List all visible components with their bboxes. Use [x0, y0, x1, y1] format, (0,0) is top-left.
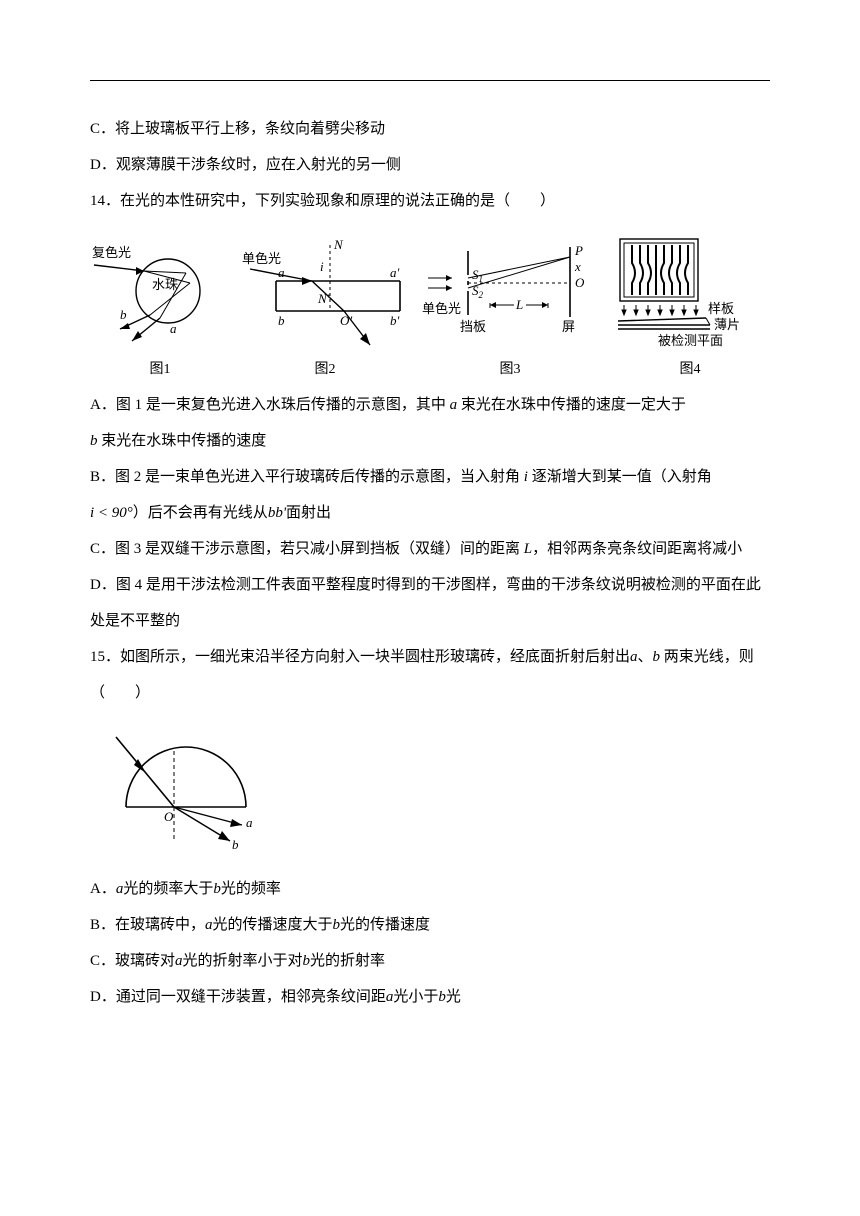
q14-stem: 14．在光的本性研究中，下列实验现象和原理的说法正确的是（ ） [90, 183, 770, 219]
svg-text:被检测平面: 被检测平面 [658, 333, 723, 348]
q15-figure: O a b [106, 721, 770, 851]
q15-stem: 15．如图所示，一细光束沿半径方向射入一块半圆柱形玻璃砖，经底面折射后射出a、b… [90, 639, 770, 711]
svg-text:a: a [246, 815, 253, 830]
svg-text:单色光: 单色光 [422, 301, 461, 316]
q14-option-d: D．图 4 是用干涉法检测工件表面平整程度时得到的干涉图样，弯曲的干涉条纹说明被… [90, 567, 770, 639]
figure-2-caption: 图2 [315, 359, 336, 381]
svg-text:L: L [515, 297, 523, 312]
svg-text:N': N' [317, 291, 330, 306]
svg-text:O': O' [340, 313, 352, 328]
svg-text:a: a [170, 321, 177, 336]
svg-text:b: b [278, 313, 285, 328]
figure-row: 复色光 水珠 a b 图1 单色光 [90, 233, 770, 381]
q15-option-c: C．玻璃砖对a光的折射率小于对b光的折射率 [90, 943, 770, 979]
option-c: C．将上玻璃板平行上移，条纹向着劈尖移动 [90, 111, 770, 147]
svg-text:薄片: 薄片 [714, 317, 740, 332]
svg-text:i: i [320, 259, 324, 274]
figure-4: 样板 薄片 被检测平面 图4 [610, 233, 770, 381]
figure-3: 单色光 S1 S2 挡板 屏 P x O [420, 233, 600, 381]
svg-text:P: P [574, 243, 583, 258]
svg-text:样板: 样板 [708, 301, 734, 316]
svg-text:b: b [120, 307, 127, 322]
svg-text:屏: 屏 [562, 319, 575, 334]
svg-text:b: b [232, 837, 239, 851]
q14-option-b: B．图 2 是一束单色光进入平行玻璃砖后传播的示意图，当入射角 i 逐渐增大到某… [90, 459, 770, 531]
figure-3-caption: 图3 [500, 359, 521, 381]
q15-option-a: A．a光的频率大于b光的频率 [90, 871, 770, 907]
svg-text:a': a' [390, 265, 400, 280]
svg-text:b': b' [390, 313, 400, 328]
svg-text:a: a [278, 265, 285, 280]
svg-text:单色光: 单色光 [242, 251, 281, 266]
figure-1-caption: 图1 [150, 359, 171, 381]
q15-option-d: D．通过同一双缝干涉装置，相邻亮条纹间距a光小于b光 [90, 979, 770, 1015]
svg-text:x: x [574, 259, 581, 274]
svg-text:N: N [333, 237, 344, 252]
q14-option-c: C．图 3 是双缝干涉示意图，若只减小屏到挡板（双缝）间的距离 L，相邻两条亮条… [90, 531, 770, 567]
svg-text:O: O [164, 809, 174, 824]
figure-1: 复色光 水珠 a b 图1 [90, 233, 230, 381]
figure-4-caption: 图4 [680, 359, 701, 381]
q14-option-a: A．图 1 是一束复色光进入水珠后传播的示意图，其中 a 束光在水珠中传播的速度… [90, 387, 770, 459]
svg-text:挡板: 挡板 [460, 319, 486, 334]
option-d: D．观察薄膜干涉条纹时，应在入射光的另一侧 [90, 147, 770, 183]
q15-option-b: B．在玻璃砖中，a光的传播速度大于b光的传播速度 [90, 907, 770, 943]
svg-text:O: O [575, 275, 585, 290]
svg-text:复色光: 复色光 [92, 245, 131, 260]
figure-2: 单色光 N N' i a a' b O' b' 图2 [240, 233, 410, 381]
